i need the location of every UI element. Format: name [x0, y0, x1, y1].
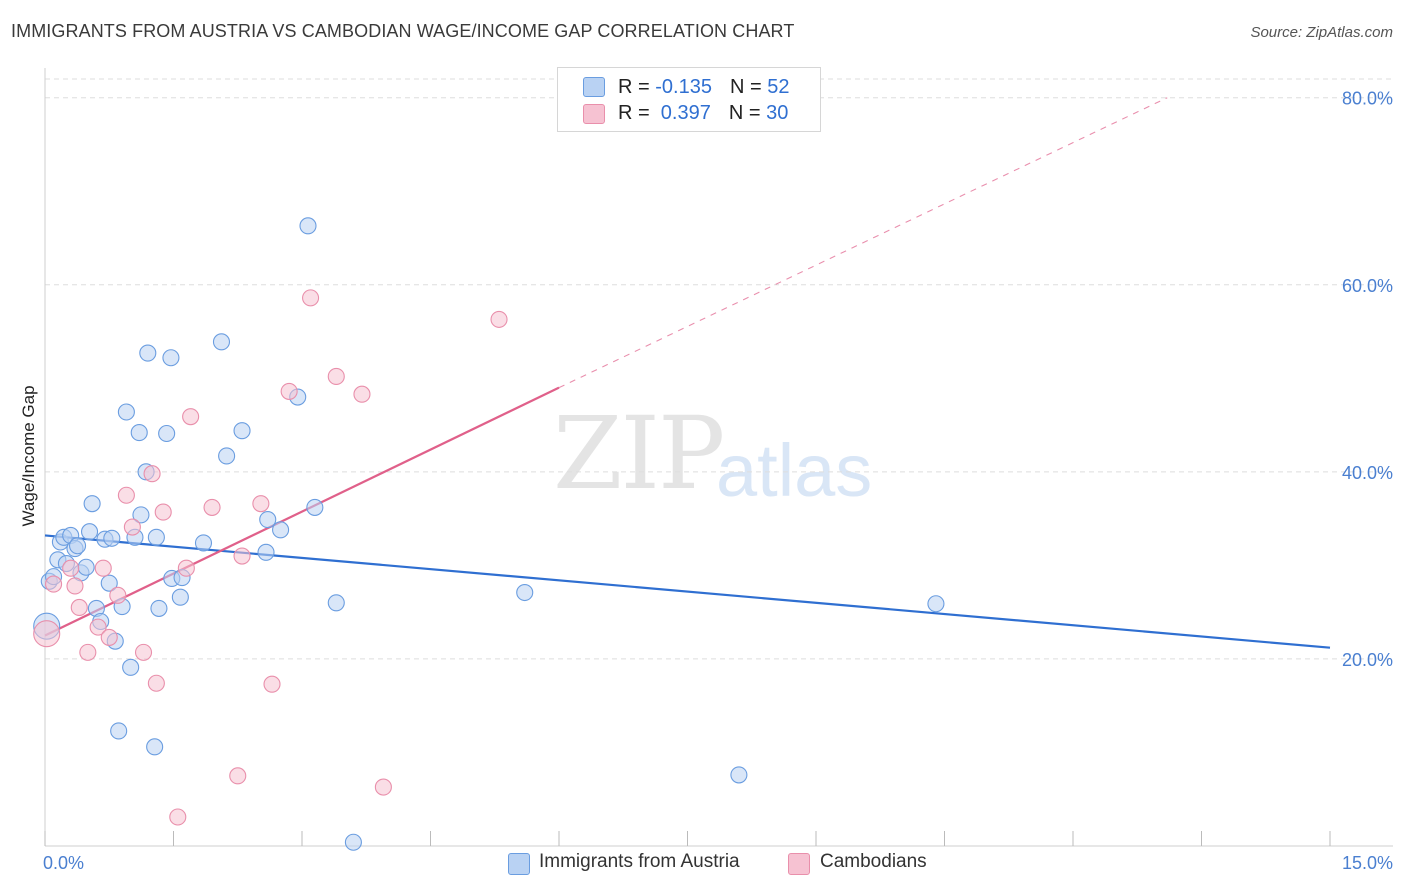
cambodian-point-25 [327, 367, 345, 385]
grid-layer [45, 78, 1393, 660]
y-tick-label-60: 60.0% [1342, 276, 1393, 296]
legend-row-austria: R = -0.135 N = 52 [618, 76, 789, 102]
cambodian-point-4 [70, 598, 88, 617]
x-tick-label-max: 15.0% [1342, 853, 1393, 873]
watermark-atlas: atlas [716, 429, 873, 512]
austria-point-22 [117, 403, 135, 421]
cambodian-point-8 [100, 628, 118, 646]
y-tick-label-20: 20.0% [1342, 650, 1393, 670]
cambodian-point-21 [252, 495, 270, 513]
legend-n-label-cambodian: N = [728, 102, 767, 124]
austria-point-23 [122, 658, 140, 676]
cambodian-point-28 [490, 310, 508, 328]
watermark-zip: ZIP [553, 395, 725, 512]
austria-point-28 [139, 344, 157, 362]
austria-point-41 [257, 543, 275, 561]
austria-point-39 [218, 447, 236, 465]
austria-point-32 [158, 424, 176, 443]
cambodian-trend-line [44, 386, 560, 637]
austria-point-43 [272, 521, 290, 539]
bottom-legend-cambodian: Cambodians [820, 851, 927, 872]
legend-n-value-cambodian: 30 [766, 102, 789, 124]
cambodian-point-26 [353, 385, 371, 403]
cambodian-point-24 [302, 289, 320, 307]
cambodian-point-10 [117, 486, 135, 504]
legend-swatch-austria [583, 77, 605, 97]
cambodian-point-1 [45, 575, 63, 593]
cambodian-point-13 [143, 465, 161, 483]
cambodian-point-2 [62, 559, 80, 577]
chart-title: IMMIGRANTS FROM AUSTRIA VS CAMBODIAN WAG… [11, 21, 795, 41]
austria-point-18 [103, 529, 121, 547]
cambodian-point-23 [280, 382, 298, 400]
austria-point-46 [306, 498, 324, 516]
austria-point-45 [299, 217, 317, 235]
axis-layer [44, 68, 1393, 847]
cambodian-point-5 [79, 643, 97, 661]
legend-r-label-austria: R = [618, 76, 656, 98]
austria-point-26 [132, 506, 150, 524]
cambodian-point-18 [203, 498, 221, 516]
austria-point-38 [212, 333, 231, 351]
y-axis-label: Wage/Income Gap [19, 385, 38, 526]
cambodian-point-7 [94, 559, 112, 577]
legend-r-label-cambodian: R = [618, 102, 656, 124]
bottom-legend-swatch-austria [508, 853, 530, 875]
austria-point-48 [344, 833, 362, 851]
y-tick-label-80: 80.0% [1342, 89, 1393, 109]
bottom-legend-austria: Immigrants from Austria [539, 851, 740, 872]
austria-point-29 [146, 738, 164, 756]
austria-point-30 [147, 528, 165, 546]
cambodian-point-12 [134, 643, 153, 661]
austria-point-20 [110, 722, 128, 740]
cambodian-point-11 [123, 518, 141, 536]
cambodian-point-0 [33, 620, 61, 648]
legend-n-value-austria: 52 [767, 76, 790, 98]
cambodian-point-19 [229, 767, 247, 785]
austria-point-17 [100, 574, 118, 592]
cambodian-point-29 [169, 808, 187, 826]
legend-swatch-cambodian [583, 104, 605, 124]
legend-r-value-cambodian: 0.397 [655, 102, 711, 124]
cambodian-point-15 [154, 503, 172, 521]
austria-point-42 [259, 511, 277, 529]
austria-point-25 [130, 424, 148, 442]
trend-layer [44, 97, 1331, 649]
austria-point-12 [80, 523, 99, 541]
austria-point-50 [730, 766, 748, 784]
legend-row-cambodian: R = 0.397 N = 30 [618, 102, 788, 128]
austria-point-49 [516, 583, 534, 602]
cambodian-trend-extension [558, 97, 1168, 389]
austria-point-51 [927, 595, 945, 613]
x-tick-label-min: 0.0% [43, 853, 84, 873]
austria-point-47 [327, 594, 345, 612]
cambodian-point-16 [177, 559, 195, 577]
y-tick-label-40: 40.0% [1342, 463, 1393, 483]
austria-point-33 [162, 349, 180, 367]
austria-point-40 [233, 422, 251, 440]
correlation-legend: R = -0.135 N = 52 R = 0.397 N = 30 [557, 67, 821, 132]
bottom-legend-swatch-cambodian [788, 853, 810, 875]
austria-point-11 [77, 558, 95, 576]
austria-point-9 [69, 537, 87, 555]
cambodian-point-22 [263, 675, 281, 693]
cambodian-point-6 [89, 618, 107, 636]
cambodian-point-17 [182, 408, 200, 426]
cambodian-point-20 [233, 547, 251, 565]
point-layer [33, 217, 945, 851]
cambodian-point-9 [109, 586, 127, 604]
cambodian-point-14 [147, 674, 165, 692]
legend-n-label-austria: N = [729, 76, 768, 98]
label-layer: 20.0% 40.0% 60.0% 80.0% 0.0% 15.0% Wage/Income… [19, 89, 1393, 873]
legend-r-value-austria: -0.135 [655, 76, 712, 98]
austria-point-13 [83, 495, 101, 513]
austria-point-31 [150, 599, 168, 617]
cambodian-point-27 [374, 778, 392, 796]
austria-point-37 [194, 534, 213, 552]
source-label: Source: ZipAtlas.com [1250, 24, 1393, 41]
cambodian-point-3 [66, 577, 84, 595]
austria-point-35 [171, 588, 189, 606]
